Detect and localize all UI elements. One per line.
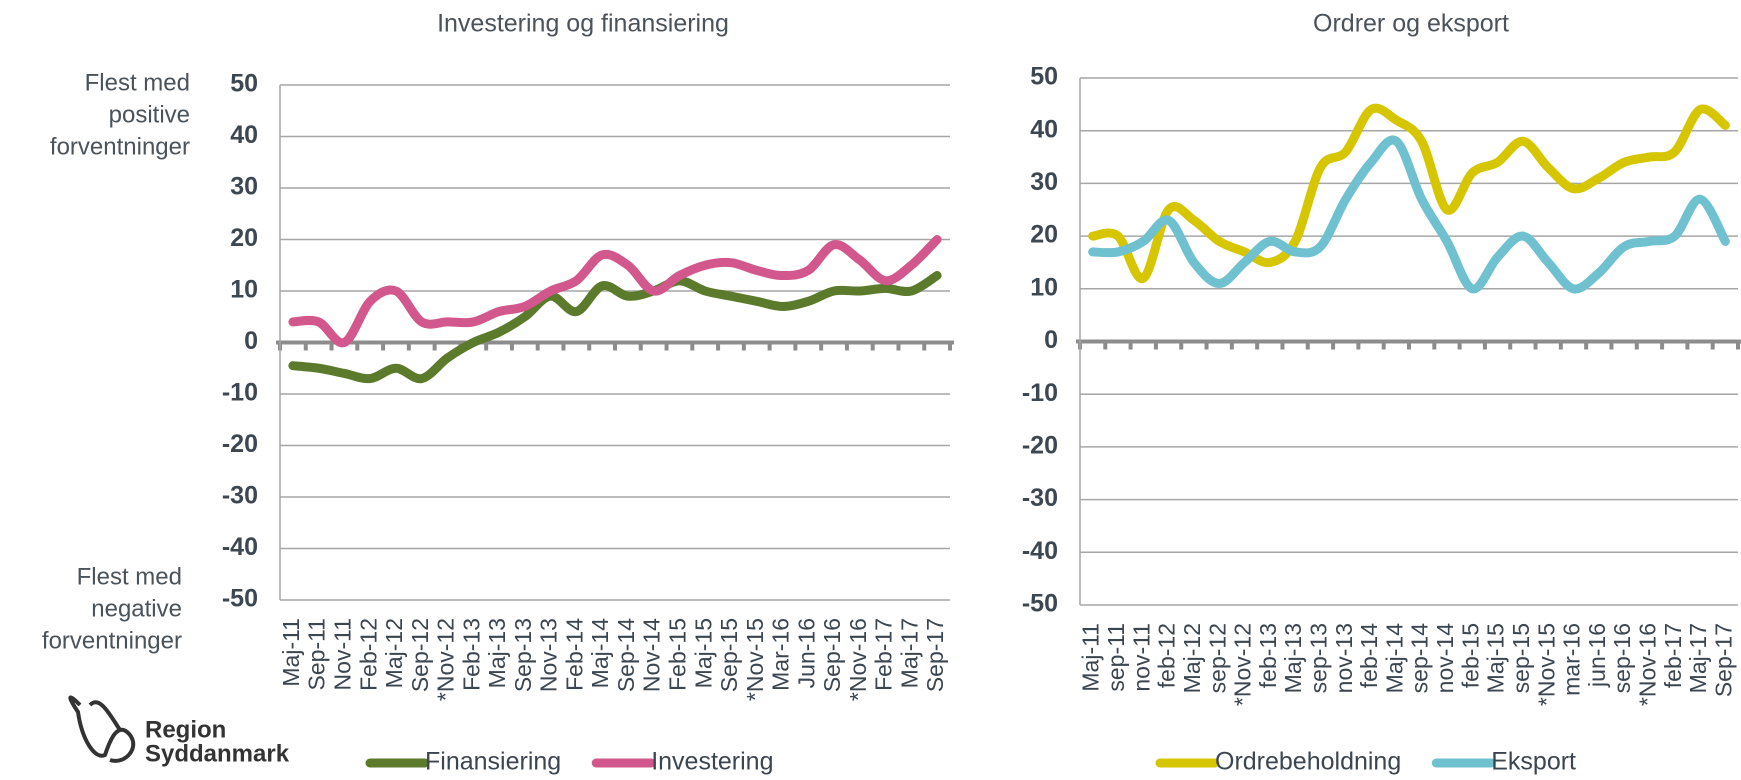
x-tick-label: Sep-15 — [716, 618, 742, 692]
x-tick-label: feb-13 — [1255, 623, 1281, 688]
x-tick-label: Maj-15 — [1483, 623, 1509, 693]
x-tick-label: feb-14 — [1356, 623, 1382, 688]
y-tick-label: 10 — [1030, 273, 1058, 301]
side-label: Flest med — [77, 563, 182, 590]
y-tick-label: 50 — [1030, 63, 1058, 91]
series-line — [288, 235, 942, 348]
y-tick-label: -10 — [1022, 379, 1058, 407]
x-tick-label: Feb-14 — [561, 618, 587, 691]
logo-text: Syddanmark — [145, 740, 290, 767]
side-label: positive — [109, 101, 190, 128]
x-tick-label: feb-12 — [1154, 623, 1180, 688]
x-tick-label: sep-11 — [1103, 623, 1129, 692]
x-tick-label: Sep-11 — [304, 618, 330, 690]
series-line — [1088, 103, 1730, 283]
x-tick-label: sep-13 — [1306, 623, 1332, 693]
x-tick-label: *Nov-15 — [742, 618, 768, 701]
side-label: negative — [91, 595, 182, 622]
series-line — [1088, 135, 1730, 294]
chart-title: Ordrer og eksport — [1313, 10, 1509, 38]
x-tick-label: *Nov-16 — [1635, 623, 1661, 706]
x-tick-label: Feb-17 — [871, 618, 897, 691]
x-tick-label: Maj-15 — [690, 618, 716, 688]
x-tick-label: mar-16 — [1559, 623, 1585, 696]
x-tick-label: *Nov-15 — [1533, 623, 1559, 706]
y-tick-label: -50 — [1022, 590, 1058, 618]
y-tick-label: 40 — [1030, 115, 1058, 143]
x-tick-label: Nov-13 — [536, 618, 562, 692]
x-tick-label: sep-12 — [1204, 623, 1230, 693]
y-tick-label: -50 — [222, 585, 258, 613]
x-tick-label: Maj-13 — [484, 618, 510, 688]
x-tick-label: Nov-14 — [639, 618, 665, 692]
x-tick-label: *Nov-12 — [1230, 623, 1256, 706]
x-tick-label: Feb-12 — [355, 618, 381, 691]
x-tick-label: *Nov-12 — [433, 618, 459, 701]
y-tick-label: -40 — [222, 533, 258, 561]
x-tick-label: Sep-17 — [922, 618, 948, 692]
x-tick-label: sep-14 — [1407, 623, 1433, 694]
x-tick-label: Sep-13 — [510, 618, 536, 692]
side-label: forventninger — [42, 627, 182, 654]
x-tick-label: sep-15 — [1508, 623, 1534, 693]
x-tick-label: Maj-11 — [278, 618, 304, 687]
x-tick-label: Sep-14 — [613, 618, 639, 692]
x-tick-label: Maj-17 — [1685, 623, 1711, 693]
x-tick-label: Sep-12 — [407, 618, 433, 692]
x-tick-label: Maj-17 — [896, 618, 922, 688]
y-tick-label: 30 — [230, 173, 258, 201]
x-tick-label: feb-15 — [1457, 623, 1483, 688]
x-tick-label: Sep-17 — [1710, 623, 1736, 697]
x-tick-label: Sep-16 — [819, 618, 845, 692]
y-tick-label: 20 — [1030, 221, 1058, 249]
x-tick-label: Maj-12 — [381, 618, 407, 688]
y-tick-label: -30 — [222, 482, 258, 510]
y-tick-label: -10 — [222, 379, 258, 407]
x-tick-label: Maj-13 — [1280, 623, 1306, 693]
series-line — [288, 271, 942, 384]
y-tick-label: 0 — [244, 327, 258, 355]
x-tick-label: nov-11 — [1128, 623, 1154, 692]
legend-label: Finansiering — [425, 748, 561, 776]
y-tick-label: 10 — [230, 276, 258, 304]
logo-text: Region — [145, 716, 226, 743]
y-tick-label: -20 — [1022, 432, 1058, 460]
x-tick-label: Nov-11 — [330, 618, 356, 690]
logo-icon — [68, 695, 136, 763]
x-tick-label: Maj-14 — [587, 618, 613, 689]
side-label: Flest med — [85, 69, 190, 96]
x-tick-label: Jun-16 — [793, 618, 819, 688]
legend-label: Investering — [651, 748, 773, 776]
x-tick-label: Feb-13 — [458, 618, 484, 691]
legend-label: Eksport — [1491, 748, 1576, 776]
y-tick-label: 20 — [230, 224, 258, 252]
logo: Region Syddanmark — [68, 695, 290, 767]
side-label: forventninger — [50, 133, 190, 160]
x-tick-label: Maj-11 — [1078, 623, 1104, 692]
y-tick-label: 0 — [1044, 326, 1058, 354]
y-tick-label: -20 — [222, 430, 258, 458]
y-tick-label: -30 — [1022, 484, 1058, 512]
x-tick-label: Maj-14 — [1381, 623, 1407, 694]
x-tick-label: Maj-12 — [1179, 623, 1205, 693]
y-tick-label: 30 — [1030, 168, 1058, 196]
y-tick-label: 50 — [230, 70, 258, 98]
legend-label: Ordrebeholdning — [1215, 748, 1401, 776]
x-tick-label: nov-14 — [1432, 623, 1458, 694]
x-tick-label: jun-16 — [1584, 623, 1610, 688]
x-tick-label: *Nov-16 — [845, 618, 871, 701]
x-tick-label: nov-13 — [1331, 623, 1357, 693]
y-tick-label: -40 — [1022, 537, 1058, 565]
x-tick-label: Feb-15 — [665, 618, 691, 691]
x-tick-label: sep-16 — [1609, 623, 1635, 693]
y-tick-label: 40 — [230, 121, 258, 149]
x-tick-label: Mar-16 — [768, 618, 794, 691]
x-tick-label: feb-17 — [1660, 623, 1686, 688]
chart-title: Investering og finansiering — [437, 10, 729, 38]
